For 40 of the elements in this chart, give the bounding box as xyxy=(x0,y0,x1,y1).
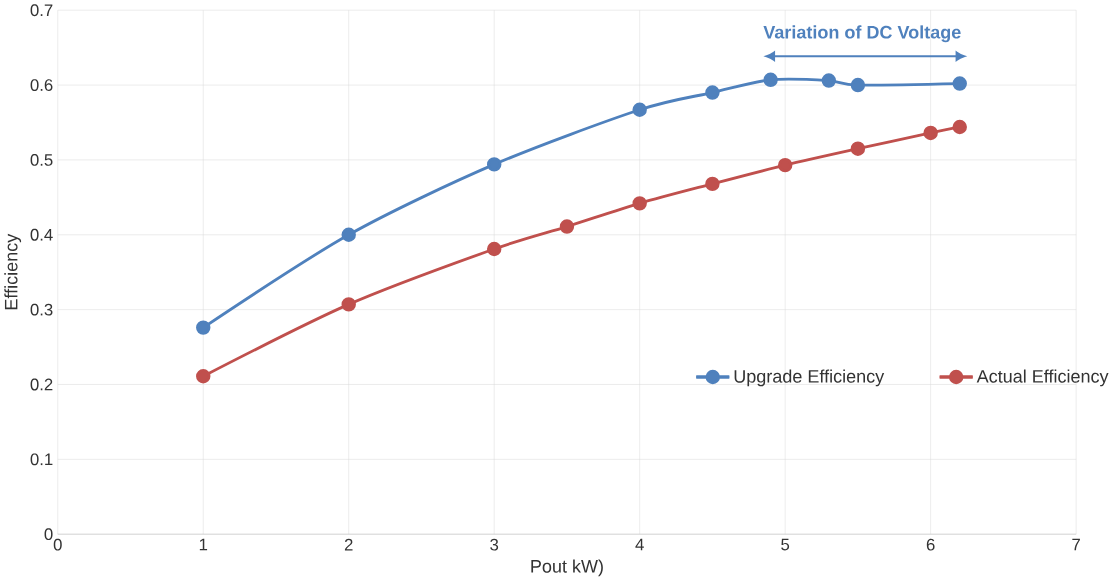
point xyxy=(486,157,502,172)
legend-label: Actual Efficiency xyxy=(976,369,1109,387)
y-tick-label: 0.7 xyxy=(30,4,53,17)
y-tick-label: 0.1 xyxy=(30,453,53,466)
legend-label: Upgrade Efficiency xyxy=(734,369,885,387)
x-tick-label: 3 xyxy=(490,538,499,551)
y-tick-label: 0.3 xyxy=(30,303,53,316)
y-tick-label: 0.5 xyxy=(30,154,53,167)
annotation: Variation of DC Voltage xyxy=(763,25,961,43)
point xyxy=(777,158,793,173)
x-tick-label: 4 xyxy=(635,538,644,551)
point xyxy=(850,78,866,93)
x-tick-label: 2 xyxy=(344,538,353,551)
point xyxy=(632,102,647,118)
point xyxy=(196,320,211,336)
point xyxy=(952,120,967,135)
point xyxy=(632,196,647,211)
point xyxy=(923,125,938,141)
y-tick-label: 0.4 xyxy=(30,229,53,241)
point xyxy=(763,72,778,88)
point xyxy=(341,297,356,312)
point xyxy=(559,219,575,234)
y-tick-label: 0.6 xyxy=(30,79,53,92)
point xyxy=(486,242,502,257)
point xyxy=(952,76,967,92)
x-tick-label: 5 xyxy=(781,538,790,551)
point xyxy=(341,227,356,243)
point xyxy=(705,176,720,192)
point xyxy=(196,369,211,384)
y-tick-label: 0 xyxy=(44,528,53,541)
point xyxy=(821,73,837,89)
x-tick-label: 7 xyxy=(1072,538,1080,551)
x-tick-label: 1 xyxy=(199,538,208,551)
x-axis-title: Pout kW) xyxy=(531,559,603,577)
point xyxy=(705,85,720,100)
x-tick-label: 6 xyxy=(926,538,935,551)
y-axis-title: Efficiency xyxy=(4,234,22,310)
x-tick-label: 0 xyxy=(53,538,62,551)
point xyxy=(850,141,866,157)
y-tick-label: 0.2 xyxy=(30,378,53,391)
